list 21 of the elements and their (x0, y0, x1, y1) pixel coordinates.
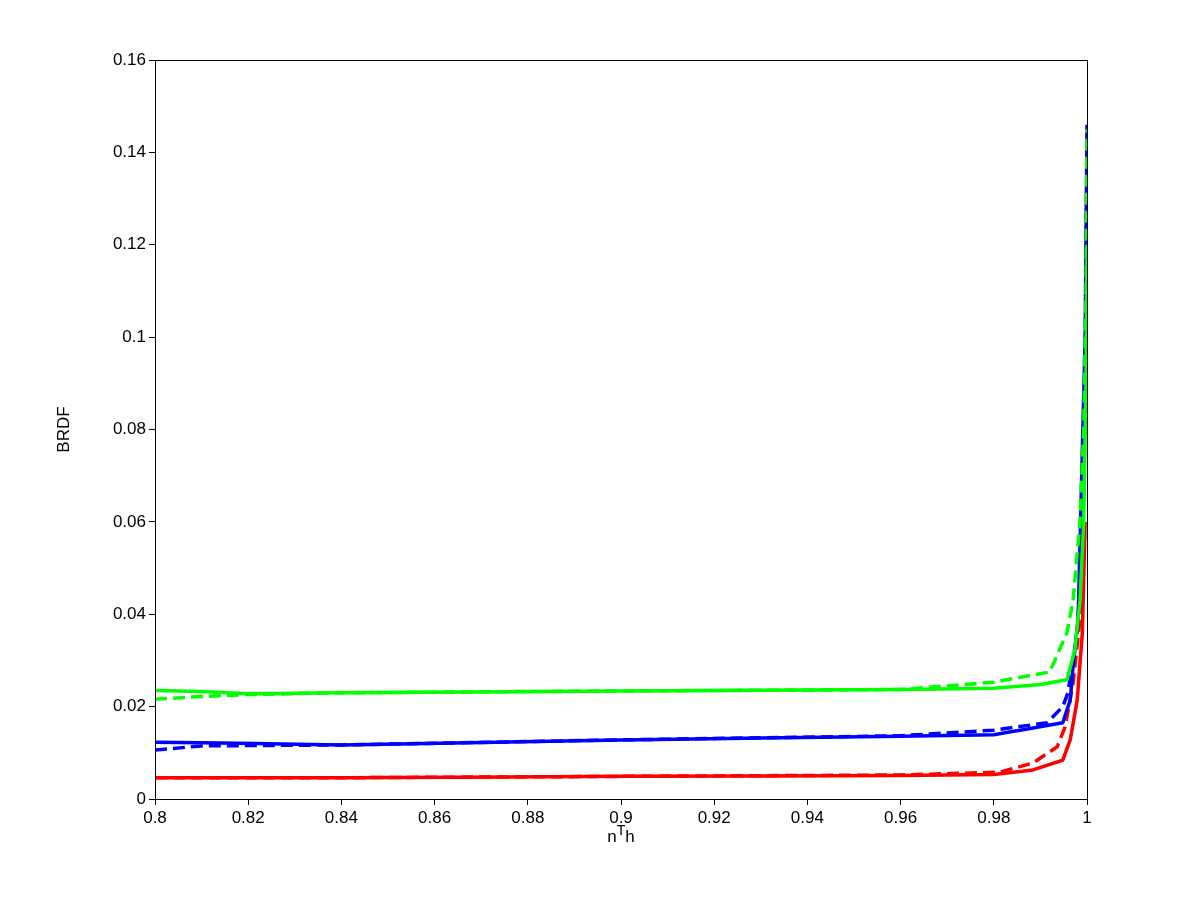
y-tick-label: 0.1 (122, 326, 146, 346)
y-tick-label: 0.02 (112, 696, 146, 716)
x-tick-label: 0.86 (418, 807, 452, 827)
x-tick-label: 0.96 (884, 807, 918, 827)
y-tick-label: 0.12 (112, 234, 146, 254)
y-tick-label: 0 (136, 788, 146, 808)
y-tick-label: 0.06 (112, 511, 146, 531)
x-axis-title: n$^{T}$h (607, 822, 635, 846)
y-tick-label: 0.16 (112, 49, 146, 69)
x-tick-label: 0.92 (697, 807, 731, 827)
y-tick-label: 0.14 (112, 142, 146, 162)
y-axis-title: BRDF (53, 406, 73, 453)
x-tick-label: 1 (1082, 807, 1092, 827)
x-tick-label: 0.84 (324, 807, 358, 827)
y-tick-label: 0.08 (112, 419, 146, 439)
x-tick-label: 0.82 (231, 807, 265, 827)
x-tick-label: 0.88 (511, 807, 545, 827)
x-tick-label: 0.8 (143, 807, 167, 827)
y-tick-label: 0.04 (112, 603, 146, 623)
x-tick-label: 0.94 (790, 807, 824, 827)
x-tick-label: 0.98 (977, 807, 1011, 827)
